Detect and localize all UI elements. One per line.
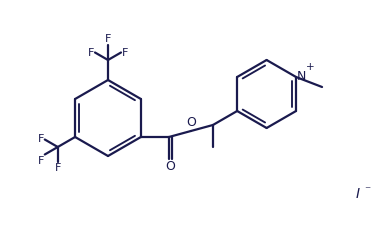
Text: O: O: [165, 160, 175, 173]
Text: +: +: [306, 62, 315, 72]
Text: F: F: [55, 163, 61, 173]
Text: N: N: [297, 71, 307, 84]
Text: F: F: [105, 34, 111, 44]
Text: F: F: [88, 47, 94, 58]
Text: F: F: [38, 156, 44, 165]
Text: ⁻: ⁻: [364, 185, 370, 198]
Text: F: F: [122, 47, 128, 58]
Text: O: O: [186, 116, 196, 129]
Text: I: I: [356, 187, 360, 201]
Text: F: F: [38, 135, 44, 144]
